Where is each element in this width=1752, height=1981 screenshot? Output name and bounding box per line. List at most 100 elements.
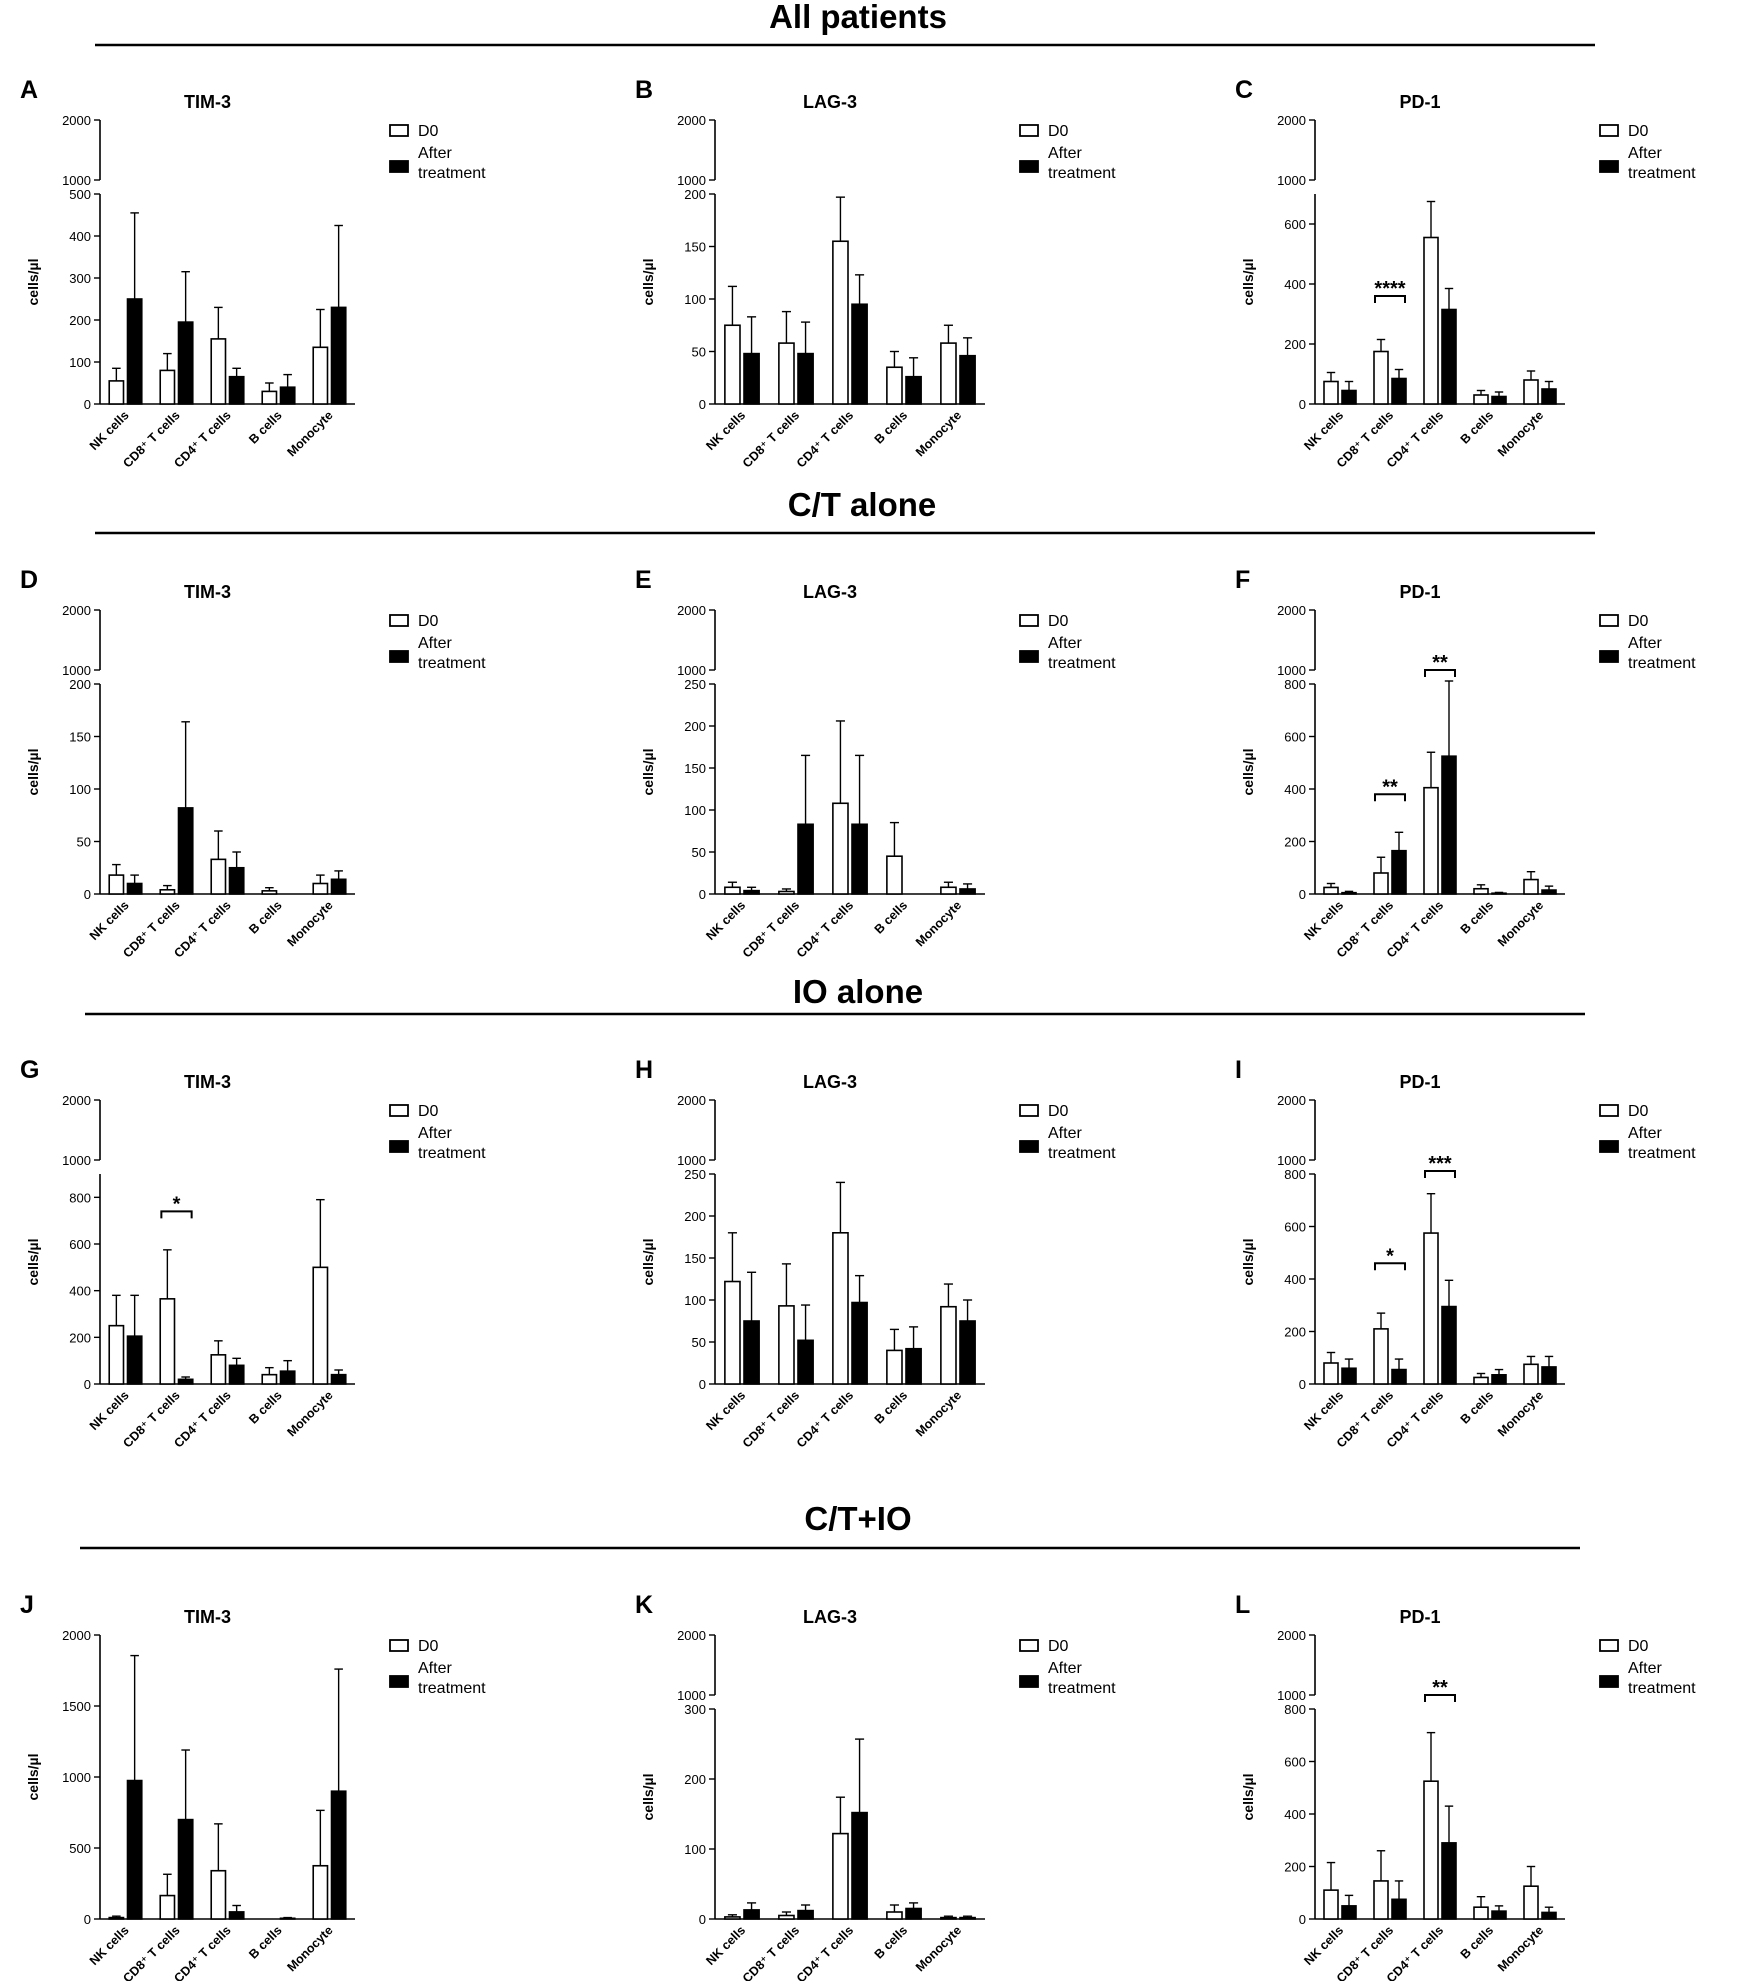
y-axis-label: cells/µl [1240,749,1256,796]
y-tick-label: 200 [1284,1325,1306,1340]
section-title-ct-io: C/T+IO [804,1500,911,1537]
significance-bracket [1374,1262,1406,1271]
panel-letter: J [20,1591,34,1619]
legend-label-after-treatment-line1: After [1048,1125,1082,1142]
bar-d0-nk-cells [1323,1889,1339,1920]
significance-label: **** [1374,278,1405,300]
legend-swatch-after-treatment [1599,650,1619,663]
bar-after-treatment-cd8-t-cells [797,823,814,895]
legend-swatch-d0 [1019,124,1039,137]
bar-d0-cd8-t-cells [1373,350,1389,405]
y-tick-label: 100 [69,782,91,797]
chart-panels: A TIM-3cells/µl100020000100200300400500NK… [20,76,1696,1981]
bar-after-treatment-monocyte [959,1916,976,1920]
legend-label-d0: D0 [418,1103,439,1120]
y-axis-label: cells/µl [1240,1239,1256,1286]
bar-d0-monocyte [940,1305,957,1385]
x-tick-label-b-cells: B cells [246,408,284,446]
legend-label-after-treatment-line2: treatment [418,655,486,672]
x-tick-label-cd8-t-cells: CD8⁺ T cells [740,408,802,470]
y-tick-label: 0 [84,1377,91,1392]
legend-label-after-treatment-line1: After [1628,145,1662,162]
bar-d0-monocyte [1523,379,1539,405]
bar-d0-nk-cells [724,1280,741,1385]
x-tick-label-cd4-t-cells: CD4⁺ T cells [794,1923,856,1981]
x-tick-label-nk-cells: NK cells [87,898,132,943]
y-tick-label: 0 [84,1912,91,1927]
y-tick-label: 200 [69,677,91,692]
bar-after-treatment-monocyte [1541,1911,1557,1920]
bar-after-treatment-b-cells [279,1370,296,1385]
y-tick-label: 800 [1284,677,1306,692]
y-tick-label: 250 [684,1167,706,1182]
x-tick-label-monocyte: Monocyte [913,408,964,459]
y-axis-label: cells/µl [640,1239,656,1286]
bar-d0-cd4-t-cells [1423,1780,1439,1920]
bar-d0-nk-cells [724,1916,741,1920]
y-tick-label: 150 [684,1251,706,1266]
bar-after-treatment-cd4-t-cells [228,866,245,895]
x-tick-label-monocyte: Monocyte [1495,1388,1546,1439]
bar-after-treatment-b-cells [279,1917,296,1920]
x-tick-label-nk-cells: NK cells [1301,1388,1346,1433]
y-tick-label: 1000 [1277,173,1306,188]
bar-after-treatment-b-cells [905,1347,922,1385]
legend-label-after-treatment-line2: treatment [1628,655,1696,672]
x-tick-label-b-cells: B cells [1458,1388,1496,1426]
x-tick-label-nk-cells: NK cells [1301,1923,1346,1968]
x-tick-label-cd4-t-cells: CD4⁺ T cells [794,1388,856,1450]
y-tick-label: 0 [1299,1377,1306,1392]
legend-label-after-treatment-line1: After [418,1125,452,1142]
panel-title: LAG-3 [803,92,857,112]
panel-title: PD-1 [1399,1607,1440,1627]
x-tick-label-cd4-t-cells: CD4⁺ T cells [794,408,856,470]
bar-after-treatment-cd8-t-cells [1391,1898,1407,1920]
bar-after-treatment-cd4-t-cells [1441,1842,1457,1920]
bar-after-treatment-cd8-t-cells [797,352,814,405]
bar-d0-cd8-t-cells [778,1305,795,1385]
bar-d0-cd8-t-cells [1373,872,1389,895]
y-tick-label: 300 [69,271,91,286]
bar-d0-monocyte [1523,1363,1539,1385]
bar-after-treatment-cd4-t-cells [851,303,868,405]
y-tick-label: 2000 [677,113,706,128]
bar-d0-cd4-t-cells [832,1232,849,1385]
bar-after-treatment-monocyte [330,306,347,405]
y-tick-label: 500 [69,1841,91,1856]
y-tick-label: 600 [69,1237,91,1252]
bar-d0-b-cells [261,890,278,895]
y-tick-label: 50 [692,1335,706,1350]
legend-label-d0: D0 [1048,1638,1069,1655]
x-tick-label-b-cells: B cells [1458,1923,1496,1961]
y-tick-label: 150 [69,730,91,745]
panel-k: K LAG-3 cells/µl 1000 2000 0 100 200 300 NK cells… [635,1591,1116,1981]
bar-d0-cd8-t-cells [778,890,795,895]
y-axis-label: cells/µl [25,1239,41,1286]
bar-after-treatment-cd8-t-cells [177,807,194,895]
x-tick-label-b-cells: B cells [872,1923,910,1961]
y-tick-label: 400 [1284,1807,1306,1822]
legend-label-after-treatment-line1: After [418,1660,452,1677]
y-axis-label: cells/µl [25,1754,41,1801]
panel-title: TIM-3 [184,1607,231,1627]
panel-letter: I [1235,1056,1242,1084]
panel-letter: L [1235,1591,1250,1619]
y-tick-label: 400 [69,1284,91,1299]
panel-title: LAG-3 [803,1607,857,1627]
panel-title: TIM-3 [184,92,231,112]
bar-after-treatment-nk-cells [1341,1367,1357,1385]
bar-d0-cd4-t-cells [210,338,227,405]
bar-after-treatment-cd8-t-cells [177,1378,194,1385]
bar-d0-nk-cells [108,874,125,895]
y-tick-label: 0 [699,1377,706,1392]
y-tick-label: 200 [684,719,706,734]
bar-after-treatment-monocyte [330,1790,347,1920]
bar-after-treatment-nk-cells [743,1909,760,1920]
panel-b: B LAG-3 cells/µl 1000 2000 0 50 100 150 200 NK cel… [635,76,1116,470]
y-tick-label: 1000 [62,663,91,678]
y-tick-label: 2000 [1277,113,1306,128]
significance-label: ** [1432,1677,1448,1699]
panel-i: I PD-1 cells/µl 1000 2000 0 200 400 600 800 NK cel… [1235,1056,1696,1450]
bar-after-treatment-b-cells [1491,1910,1507,1920]
panel-letter: H [635,1056,653,1084]
